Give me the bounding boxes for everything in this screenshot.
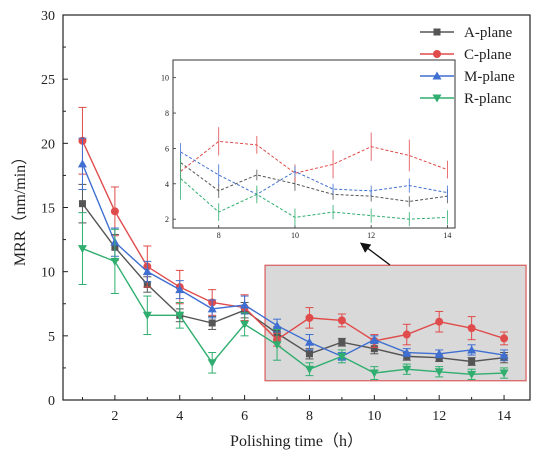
y-axis-label: MRR（nm/min） [11, 149, 29, 266]
data-point [305, 313, 314, 322]
data-point [207, 304, 217, 313]
data-point [78, 200, 86, 208]
data-point [467, 370, 477, 379]
data-point [272, 341, 282, 350]
data-point [305, 350, 313, 358]
x-tick-label: 4 [176, 409, 183, 424]
inset-series-line [180, 178, 448, 220]
series-line [81, 163, 505, 358]
x-tick-label: 6 [241, 409, 248, 424]
inset-x-tick-label: 10 [291, 231, 299, 240]
data-point [468, 358, 476, 365]
data-point [402, 330, 411, 339]
data-point [208, 319, 216, 327]
data-point [207, 359, 217, 368]
x-axis-label: Polishing time（h） [230, 432, 363, 450]
inset-series-line [180, 162, 448, 202]
legend-marker [433, 28, 441, 36]
legend-marker [432, 71, 442, 80]
x-tick-label: 8 [306, 409, 313, 424]
data-point [467, 345, 477, 354]
data-point [435, 317, 444, 326]
series-3 [77, 212, 509, 380]
x-tick-label: 14 [497, 409, 511, 424]
inset-series-2 [180, 143, 448, 200]
legend-marker [432, 94, 442, 103]
y-tick-label: 30 [41, 9, 55, 24]
y-tick-label: 10 [41, 266, 55, 281]
data-point [467, 324, 476, 333]
data-point [499, 350, 509, 359]
legend-label: C-plane [464, 47, 512, 63]
data-point [402, 348, 412, 357]
data-point [304, 365, 314, 374]
zoom-arrow [359, 242, 391, 266]
y-tick-label: 0 [48, 394, 55, 409]
data-point [337, 316, 346, 325]
inset-y-tick-label: 2 [165, 215, 169, 224]
legend-label: A-plane [464, 25, 513, 41]
data-point [500, 334, 509, 343]
inset-y-tick-label: 6 [165, 144, 169, 153]
data-point [369, 369, 379, 378]
x-tick-label: 12 [432, 409, 446, 424]
data-point [434, 368, 444, 377]
data-point [110, 207, 119, 216]
data-point [499, 369, 509, 378]
data-point [77, 245, 87, 254]
inset-series-line [180, 151, 448, 195]
data-point [142, 267, 152, 276]
inset-x-tick-label: 14 [443, 231, 451, 240]
data-point [402, 365, 412, 374]
inset-y-tick-label: 8 [165, 109, 169, 118]
inset-x-tick-label: 8 [217, 231, 221, 240]
data-point [240, 320, 250, 329]
y-tick-label: 15 [41, 202, 55, 217]
x-tick-label: 10 [367, 409, 381, 424]
legend-label: R-planc [464, 91, 512, 107]
legend-marker [433, 50, 441, 58]
y-tick-label: 5 [48, 330, 55, 345]
x-tick-label: 2 [111, 409, 118, 424]
series-line [81, 203, 505, 363]
data-point [369, 335, 379, 344]
legend-label: M-plane [464, 69, 515, 85]
data-point [77, 159, 87, 168]
data-point [338, 338, 346, 346]
data-point [337, 352, 347, 361]
inset-y-tick-label: 10 [161, 74, 169, 83]
inset-series-3 [180, 157, 448, 227]
data-point [175, 285, 185, 294]
y-tick-label: 20 [41, 137, 55, 152]
highlight-box [264, 264, 527, 382]
data-point [272, 321, 282, 330]
series-line [82, 247, 505, 376]
data-point [370, 345, 378, 353]
data-point [304, 337, 314, 346]
inset-x-tick-label: 12 [367, 231, 375, 240]
data-point [110, 257, 120, 266]
data-point [175, 311, 185, 320]
y-tick-label: 25 [41, 73, 55, 88]
series-line [81, 140, 505, 342]
data-point [240, 300, 250, 309]
inset-frame [172, 59, 456, 229]
data-point [142, 311, 152, 320]
inset-y-tick-label: 4 [165, 180, 169, 189]
data-point [434, 349, 444, 358]
